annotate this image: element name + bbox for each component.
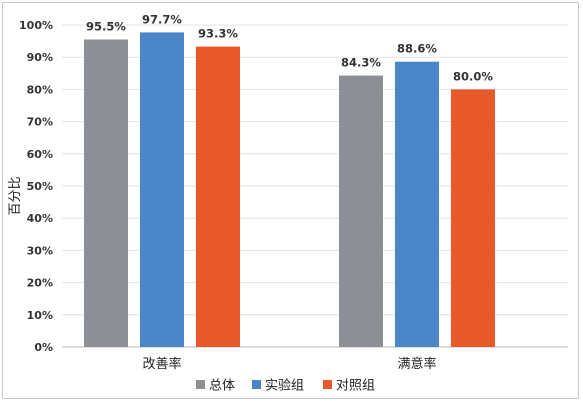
data-label: 95.5%	[86, 19, 126, 33]
y-tick-label: 10%	[27, 309, 53, 322]
legend-label: 实验组	[265, 378, 304, 394]
y-tick-label: 80%	[27, 83, 53, 96]
legend-label: 对照组	[336, 379, 375, 394]
legend: 总体 实验组 对照组	[196, 378, 375, 394]
y-tick-label: 60%	[27, 148, 53, 161]
data-label: 97.7%	[142, 12, 182, 26]
bar-2-1	[140, 32, 184, 347]
legend-label: 总体	[209, 379, 235, 394]
y-tick-label: 30%	[27, 244, 53, 257]
data-label: 80.0%	[453, 69, 493, 83]
bar-3-1	[196, 46, 240, 347]
bar-1-2	[339, 75, 383, 347]
bars	[84, 32, 495, 348]
y-tick-label: 50%	[27, 180, 53, 193]
data-label: 84.3%	[341, 56, 381, 70]
y-tick-label: 0%	[34, 341, 53, 354]
y-tick-label: 90%	[27, 51, 53, 64]
legend-swatch	[252, 380, 261, 389]
legend-swatch	[323, 380, 332, 389]
bar-1-1	[84, 39, 128, 348]
bar-3-2	[451, 89, 495, 348]
data-label: 88.6%	[397, 42, 437, 56]
y-tick-label: 70%	[27, 116, 53, 129]
x-category-label: 满意率	[397, 356, 436, 372]
x-axis-categories: 改善率 满意率	[142, 356, 436, 372]
y-tick-label: 100%	[19, 19, 53, 32]
data-labels: 95.5% 97.7% 93.3% 84.3% 88.6% 80.0%	[86, 12, 493, 83]
legend-swatch	[196, 380, 205, 389]
y-axis-label: 百分比	[8, 176, 23, 215]
y-tick-label: 40%	[27, 212, 53, 225]
data-label: 93.3%	[198, 27, 238, 41]
y-tick-label: 20%	[27, 277, 53, 290]
y-axis-ticks: 0% 10% 20% 30% 40% 50% 60% 70% 80% 90% 100%	[19, 19, 53, 354]
x-category-label: 改善率	[142, 356, 181, 372]
bar-2-2	[395, 61, 439, 347]
